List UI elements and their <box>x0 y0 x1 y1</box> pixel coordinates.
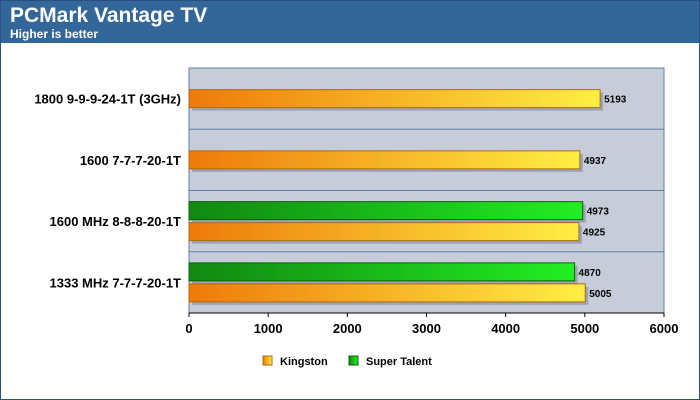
data-label: 4937 <box>584 156 607 167</box>
category-label: 1600 7-7-7-20-1T <box>80 153 181 168</box>
data-label: 5005 <box>589 289 612 300</box>
category-label: 1333 MHz 7-7-7-20-1T <box>50 275 182 290</box>
x-tick-label: 1000 <box>254 321 283 336</box>
data-label: 5193 <box>604 95 627 106</box>
chart-subtitle: Higher is better <box>10 27 99 41</box>
bar-chart: 0 1000 2000 3000 4000 5000 6000 1800 9-9-9-24-1… <box>34 67 678 368</box>
data-label: 4870 <box>579 268 602 279</box>
data-label: 4925 <box>583 228 606 239</box>
legend-label-super-talent: Super Talent <box>366 356 432 368</box>
legend-swatch-kingston <box>262 355 273 366</box>
x-tick-label: 2000 <box>333 321 362 336</box>
bar-super-talent <box>188 262 576 282</box>
x-tick-label: 6000 <box>650 321 679 336</box>
x-tick-label: 0 <box>185 321 192 336</box>
category-label: 1800 9-9-9-24-1T (3GHz) <box>34 92 181 107</box>
data-label: 4973 <box>587 207 610 218</box>
bar-super-talent <box>188 201 584 221</box>
chart-header: PCMark Vantage TV Higher is better <box>1 1 699 43</box>
bars <box>188 89 604 305</box>
bar-kingston <box>188 89 601 109</box>
bar-kingston <box>188 222 580 242</box>
x-tick-label: 5000 <box>570 321 599 336</box>
x-tick-label: 3000 <box>412 321 441 336</box>
labels: 0 1000 2000 3000 4000 5000 6000 1800 9-9-9-24-1… <box>34 92 678 336</box>
legend: Kingston Super Talent <box>262 355 432 368</box>
legend-label-kingston: Kingston <box>280 356 328 368</box>
x-tick-label: 4000 <box>491 321 520 336</box>
grid-lines <box>188 128 665 317</box>
bar-kingston <box>188 283 586 303</box>
category-label: 1600 MHz 8-8-8-20-1T <box>50 214 182 229</box>
bar-kingston <box>188 150 581 170</box>
legend-swatch-super-talent <box>348 355 359 366</box>
chart-title: PCMark Vantage TV <box>10 4 208 27</box>
